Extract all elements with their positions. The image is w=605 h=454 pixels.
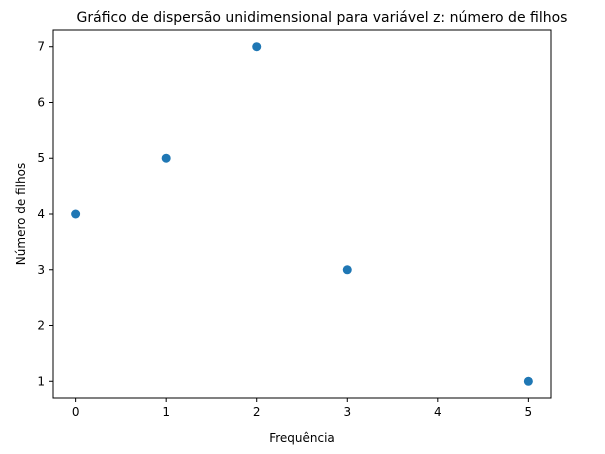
x-tick-label: 1 — [162, 405, 170, 419]
y-tick-label: 4 — [37, 207, 45, 221]
data-points — [71, 42, 533, 386]
y-tick-label: 2 — [37, 319, 45, 333]
plot-area — [52, 29, 552, 399]
y-tick-label: 3 — [37, 263, 45, 277]
data-point — [523, 376, 533, 386]
y-axis-label: Número de filhos — [14, 163, 28, 265]
y-tick-label: 5 — [37, 151, 45, 165]
y-tick-label: 6 — [37, 95, 45, 109]
x-axis: 0 1 2 3 4 5 — [72, 398, 532, 419]
data-point — [342, 265, 352, 275]
chart-title: Gráfico de dispersão unidimensional para… — [77, 10, 568, 26]
x-tick-label: 0 — [72, 405, 80, 419]
y-tick-label: 1 — [37, 374, 45, 388]
x-tick-label: 5 — [525, 405, 533, 419]
data-point — [161, 153, 171, 163]
data-point — [71, 209, 81, 219]
x-tick-label: 4 — [434, 405, 442, 419]
data-point — [252, 42, 262, 52]
x-tick-label: 2 — [253, 405, 261, 419]
x-tick-label: 3 — [343, 405, 351, 419]
x-axis-label: Frequência — [269, 431, 335, 445]
y-tick-label: 7 — [37, 40, 45, 54]
y-axis: 1 2 3 4 5 6 7 — [37, 40, 53, 388]
axes-frame — [52, 29, 552, 399]
